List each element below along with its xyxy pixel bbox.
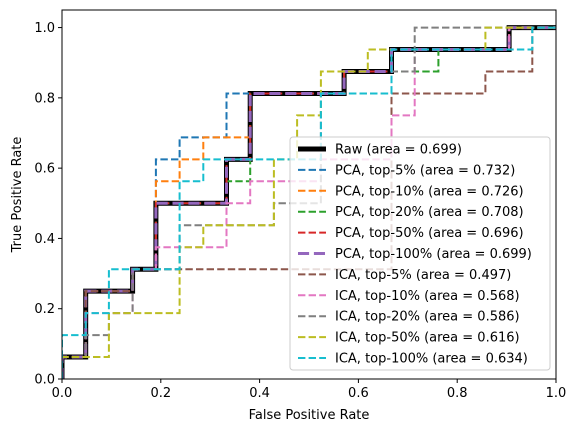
x-tick-label: 0.6 [348,386,369,401]
legend-label-8: ICA, top-20% (area = 0.586) [335,310,520,325]
series-line-10 [62,26,556,379]
legend: Raw (area = 0.699) PCA, top-5% (area = 0.… [289,136,551,371]
y-tick-label: 1.0 [34,21,55,36]
x-tick-label: 1.0 [546,386,567,401]
series-layer [62,25,556,379]
plot-frame [61,9,557,380]
x-axis-label: False Positive Rate [249,408,370,423]
legend-label-10: ICA, top-100% (area = 0.634) [335,352,528,367]
x-tick-label: 0.4 [249,386,270,401]
legend-label-5: PCA, top-100% (area = 0.699) [335,247,532,262]
y-axis: 0.0 0.2 0.4 0.6 0.8 1.0 [34,21,62,388]
legend-label-4: PCA, top-50% (area = 0.696) [335,226,524,241]
y-tick-label: 0.6 [34,162,55,177]
legend-label-0: Raw (area = 0.699) [335,143,462,158]
legend-label-7: ICA, top-10% (area = 0.568) [335,289,520,304]
y-tick-label: 0.8 [34,91,55,106]
x-tick-label: 0.8 [447,386,468,401]
legend-label-9: ICA, top-50% (area = 0.616) [335,331,520,346]
y-axis-label: True Positive Rate [10,137,25,254]
y-tick-label: 0.4 [34,232,55,247]
y-tick-label: 0.0 [34,373,55,388]
series-line-9 [62,26,556,379]
legend-frame [289,136,551,371]
legend-label-1: PCA, top-5% (area = 0.732) [335,163,515,178]
x-tick-label: 0.2 [150,386,171,401]
legend-label-2: PCA, top-10% (area = 0.726) [335,184,524,199]
legend-label-3: PCA, top-20% (area = 0.708) [335,205,524,220]
x-tick-label: 0.0 [52,386,73,401]
x-axis: 0.0 0.2 0.4 0.6 0.8 1.0 [52,379,567,401]
y-tick-label: 0.2 [34,302,55,317]
legend-label-6: ICA, top-5% (area = 0.497) [335,268,511,283]
